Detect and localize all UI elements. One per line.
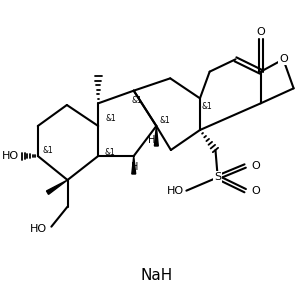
Text: O: O: [279, 54, 288, 64]
Text: O: O: [251, 186, 260, 196]
Text: NaH: NaH: [140, 268, 172, 283]
Text: HO: HO: [167, 186, 185, 196]
Text: &1: &1: [42, 146, 53, 155]
Text: &1: &1: [106, 114, 116, 123]
Text: &1: &1: [104, 148, 115, 157]
Text: H: H: [148, 135, 156, 145]
Polygon shape: [132, 156, 136, 174]
Polygon shape: [46, 180, 68, 194]
Text: S: S: [214, 172, 221, 182]
Polygon shape: [155, 126, 158, 146]
Text: &1: &1: [159, 116, 170, 124]
Text: &1: &1: [201, 101, 212, 111]
Text: O: O: [251, 161, 260, 171]
Text: HO: HO: [2, 151, 19, 161]
Text: H: H: [131, 162, 138, 172]
Text: O: O: [256, 27, 265, 37]
Text: &1: &1: [132, 96, 142, 105]
Text: HO: HO: [30, 224, 48, 234]
